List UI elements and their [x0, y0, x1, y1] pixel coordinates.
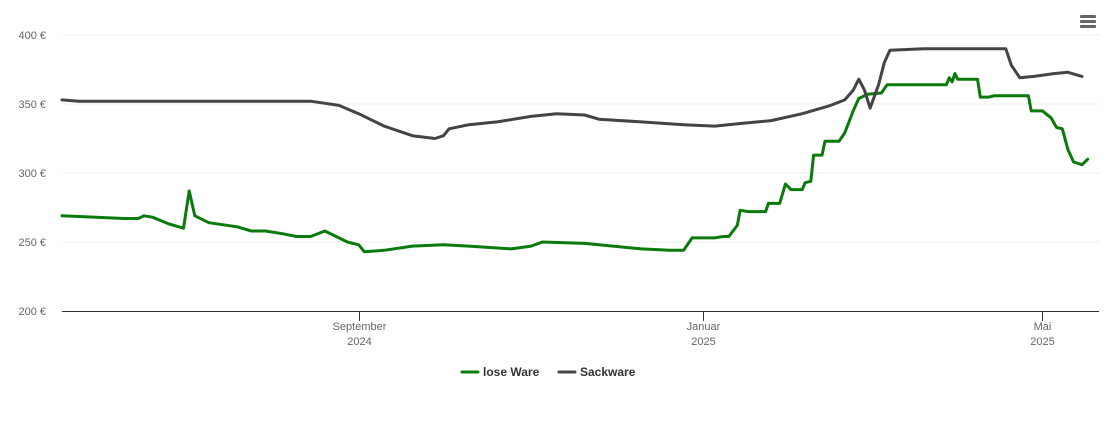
- grid-lines: [62, 34, 1099, 243]
- y-tick-label: 400 €: [18, 30, 46, 42]
- x-axis-ticks: September 2024 Januar 2025 Mai 2025: [333, 311, 1055, 348]
- x-tick-label-year: 2025: [1030, 336, 1054, 348]
- y-tick-label: 200 €: [18, 306, 46, 318]
- legend-item-sackware[interactable]: Sackware: [557, 365, 636, 379]
- y-tick-label: 250 €: [18, 237, 46, 249]
- y-tick-label: 350 €: [18, 99, 46, 111]
- series-lines: [60, 47, 1090, 254]
- series-line-sackware: [60, 47, 1084, 140]
- x-tick-label-month: Mai: [1034, 321, 1052, 333]
- legend-label: Sackware: [580, 365, 636, 379]
- legend-item-lose-ware[interactable]: lose Ware: [460, 365, 540, 379]
- legend-label: lose Ware: [483, 365, 540, 379]
- x-tick-label-year: 2025: [691, 336, 715, 348]
- y-axis-tick-labels: 200 € 250 € 300 € 350 € 400 €: [18, 30, 46, 318]
- x-tick-label-year: 2024: [347, 336, 371, 348]
- legend: lose Ware Sackware: [460, 365, 636, 379]
- x-tick-label-month: September: [333, 321, 387, 333]
- x-tick-label-month: Januar: [687, 321, 721, 333]
- hamburger-menu-icon[interactable]: [1076, 10, 1100, 34]
- series-line-lose-ware: [60, 72, 1090, 254]
- y-tick-label: 300 €: [18, 168, 46, 180]
